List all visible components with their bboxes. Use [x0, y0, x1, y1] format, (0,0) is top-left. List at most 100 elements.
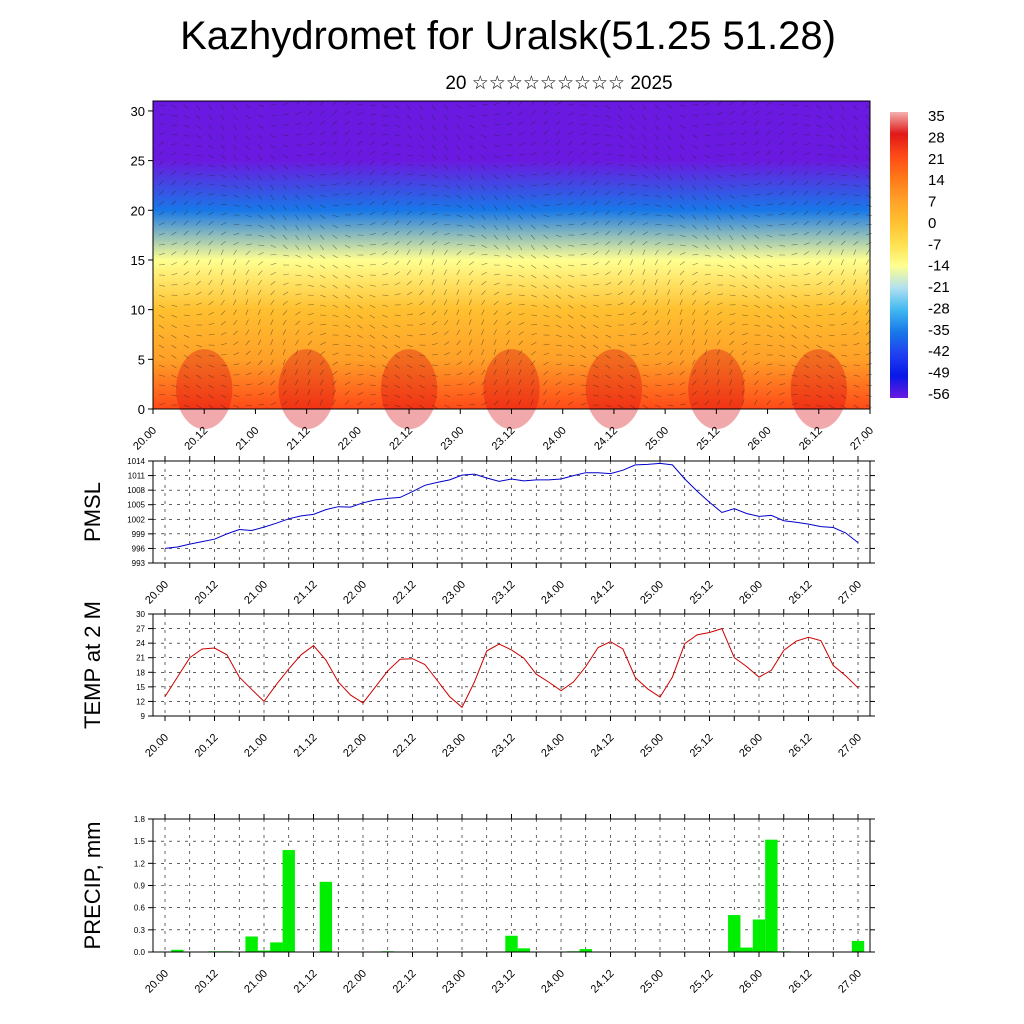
wind-barb [679, 319, 683, 326]
wind-barb [568, 264, 575, 267]
wind-barb [555, 171, 561, 176]
wind-barb [555, 324, 562, 328]
wind-barb [481, 391, 487, 396]
xtick-label: 20.00 [143, 732, 171, 760]
wind-barb [406, 270, 412, 276]
wind-barb [679, 279, 684, 286]
wind-barb [406, 302, 413, 306]
wind-barb [605, 124, 612, 128]
wind-barb [481, 339, 484, 346]
wind-barb [654, 104, 660, 110]
wind-barb [543, 234, 549, 239]
wind-barb [481, 380, 486, 386]
wind-barb [543, 304, 550, 308]
wind-barb [779, 103, 786, 106]
wind-barb [766, 192, 773, 196]
wind-barb [493, 134, 500, 137]
wind-barb [679, 252, 686, 256]
wind-barb [506, 184, 512, 190]
wind-barb [655, 352, 661, 356]
wind-barb [704, 291, 711, 296]
wind-barb [183, 314, 190, 317]
wind-barb [593, 114, 599, 117]
wind-barb [307, 214, 313, 220]
wind-barb [555, 372, 562, 376]
wind-barb [196, 344, 202, 348]
wind-barb [704, 184, 709, 190]
wind-barb [369, 211, 376, 216]
wind-barb [692, 319, 696, 326]
wind-barb [592, 251, 599, 256]
precip-bar [851, 940, 865, 952]
wind-barb [357, 364, 364, 366]
wind-barb [320, 264, 326, 269]
wind-barb [754, 254, 760, 259]
wind-barb [233, 204, 240, 207]
wind-barb [779, 304, 785, 309]
wind-barb [171, 221, 177, 226]
wind-barb [307, 244, 312, 251]
wind-barb [617, 394, 624, 399]
wind-barb [406, 230, 412, 236]
wind-barb [580, 344, 586, 349]
wind-barb [506, 369, 509, 376]
wind-barb [704, 319, 709, 326]
wind-barb [592, 161, 599, 166]
wind-barb [704, 310, 709, 316]
wind-barb [196, 154, 203, 157]
wind-barb [716, 244, 722, 250]
wind-barb [543, 324, 550, 327]
wind-barb [171, 134, 178, 136]
wind-barb [506, 164, 512, 168]
wind-barb [543, 314, 550, 318]
wind-barb [580, 200, 586, 206]
wind-barb [679, 244, 686, 247]
wind-barb [332, 284, 338, 289]
wind-barb [332, 204, 339, 207]
wind-barb [183, 162, 190, 166]
wind-barb [791, 344, 797, 349]
wind-barb [419, 300, 425, 306]
wind-barb [332, 110, 338, 116]
wind-barb [779, 274, 785, 278]
wind-barb [468, 194, 474, 200]
wind-barb [655, 204, 662, 207]
wind-barb [679, 134, 685, 140]
wind-barb [444, 269, 447, 276]
wind-barb [791, 211, 797, 216]
wind-barb [357, 294, 363, 299]
wind-barb [853, 374, 860, 377]
wind-barb [456, 260, 461, 266]
wind-barb [853, 310, 858, 316]
wind-barb [754, 110, 759, 116]
xtick-label: 25.00 [638, 579, 666, 607]
wind-barb [816, 210, 821, 216]
wind-barb [171, 242, 178, 246]
wind-barb [295, 204, 300, 210]
xtick-label: 27.00 [836, 579, 864, 607]
wind-barb [803, 242, 810, 246]
wind-barb [171, 374, 177, 378]
wind-barb [555, 294, 562, 299]
wind-barb [270, 134, 277, 138]
wind-barb [394, 114, 400, 119]
wind-barb [853, 259, 857, 266]
wind-barb [382, 143, 389, 146]
wind-barb [196, 134, 202, 139]
wind-barb [270, 262, 277, 266]
wind-barb [344, 381, 351, 386]
wind-barb [841, 404, 847, 409]
wind-barb [320, 244, 324, 251]
wind-barb [431, 259, 435, 266]
wind-barb [530, 130, 536, 136]
xtick-label: 25.00 [638, 968, 666, 996]
wind-barb [580, 211, 586, 216]
wind-barb [208, 114, 213, 121]
heatmap-ytick-label: 0 [138, 402, 145, 417]
wind-barb [655, 384, 662, 387]
wind-barb [692, 244, 698, 248]
wind-barb [183, 324, 190, 328]
wind-barb [803, 180, 809, 186]
wind-barb [518, 131, 525, 136]
